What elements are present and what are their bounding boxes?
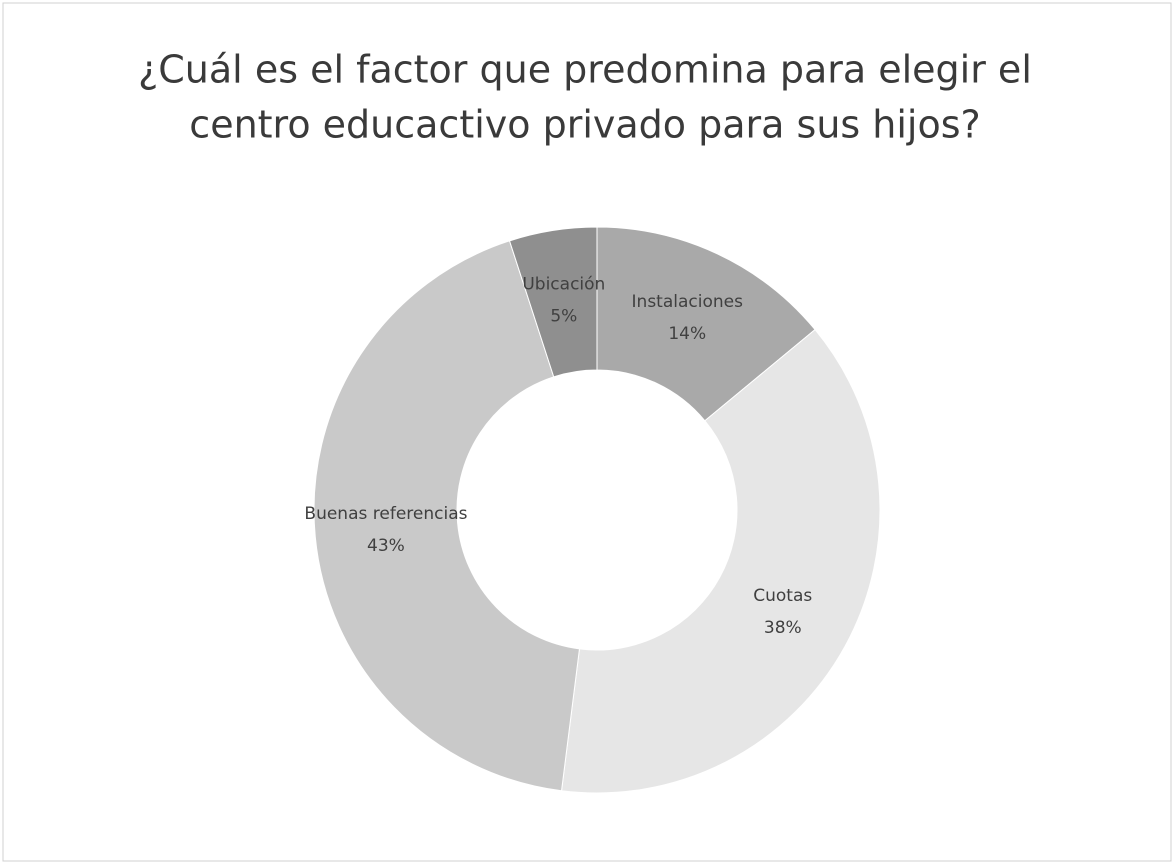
donut-slice	[560, 328, 881, 794]
slice-value-label: 14%	[668, 324, 706, 344]
slice-label: Instalaciones	[632, 292, 744, 312]
donut-slice	[313, 240, 581, 792]
slice-label: Buenas referencias	[304, 504, 467, 524]
slice-label: Cuotas	[753, 586, 812, 606]
slice-value-label: 38%	[764, 618, 802, 638]
chart-title: centro educactivo privado para sus hijos…	[189, 103, 980, 147]
donut-slice	[596, 226, 816, 422]
chart-title: ¿Cuál es el factor que predomina para el…	[138, 48, 1032, 92]
donut-slice	[508, 226, 598, 378]
slice-value-label: 43%	[367, 536, 405, 556]
slice-value-label: 5%	[550, 307, 577, 327]
slice-label: Ubicación	[522, 275, 605, 295]
